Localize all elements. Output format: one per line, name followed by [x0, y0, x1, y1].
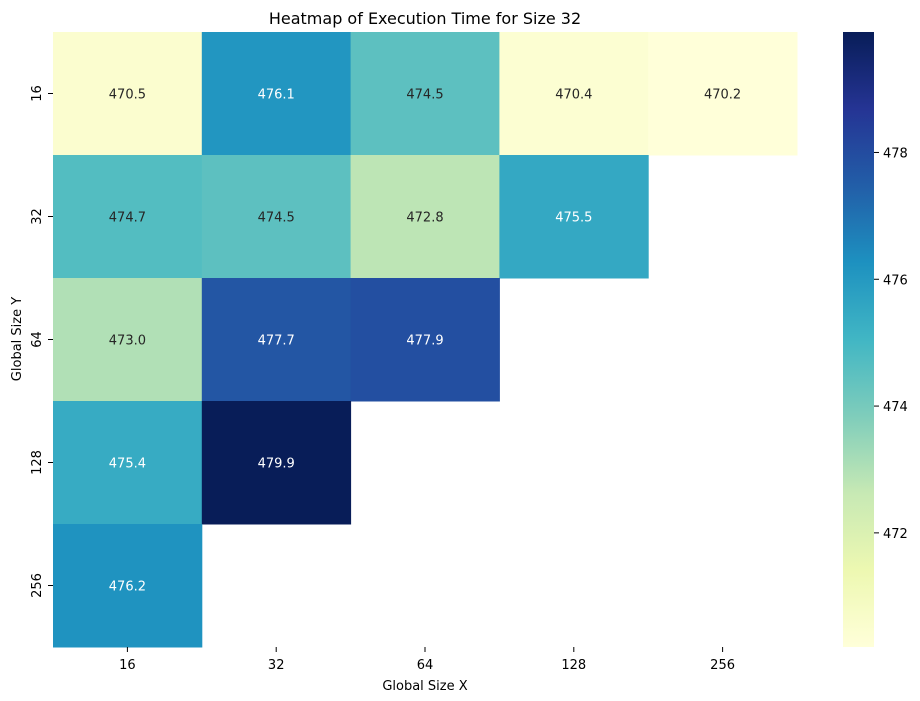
- cell-value-label: 472.8: [406, 211, 443, 226]
- x-axis: 16 32 64 128 256: [119, 647, 735, 673]
- heatmap-cell: [350, 155, 500, 279]
- x-axis-label: Global Size X: [382, 679, 467, 694]
- x-tick-label: 256: [710, 658, 735, 673]
- heatmap-cell: [350, 32, 500, 156]
- heatmap-cell: [53, 524, 203, 648]
- y-tick-label: 32: [30, 208, 45, 225]
- heatmap-cell: [499, 32, 649, 156]
- y-axis: 16 32 64 128 256: [30, 85, 53, 598]
- colorbar-tick-label: 472: [883, 527, 908, 542]
- cell-value-label: 474.5: [258, 211, 295, 226]
- heatmap-cell-labels: 470.5 476.1 474.5 470.4 470.2 474.7 474.5 472.8…: [109, 88, 741, 595]
- heatmap-cell: [53, 32, 203, 156]
- y-tick-label: 16: [30, 85, 45, 102]
- x-tick-label: 16: [119, 658, 136, 673]
- x-tick-label: 128: [561, 658, 586, 673]
- y-axis-label: Global Size Y: [10, 297, 25, 381]
- cell-value-label: 475.4: [109, 457, 146, 472]
- cell-value-label: 476.1: [258, 88, 295, 103]
- chart-title: Heatmap of Execution Time for Size 32: [269, 9, 581, 28]
- y-tick-label: 256: [30, 573, 45, 598]
- y-tick-label: 128: [30, 450, 45, 475]
- x-tick-label: 32: [268, 658, 285, 673]
- cell-value-label: 470.2: [704, 88, 741, 103]
- heatmap-cell: [201, 155, 352, 279]
- heatmap-cell: [201, 278, 352, 402]
- heatmap-cell: [201, 401, 352, 525]
- heatmap-cell: [201, 32, 352, 156]
- cell-value-label: 476.2: [109, 580, 146, 595]
- y-tick-label: 64: [30, 331, 45, 348]
- cell-value-label: 470.4: [555, 88, 592, 103]
- colorbar-tick-label: 476: [883, 273, 908, 288]
- heatmap-cell: [53, 278, 203, 402]
- heatmap-cell: [648, 32, 798, 156]
- heatmap-cells: [53, 32, 798, 648]
- colorbar-tick-label: 478: [883, 146, 908, 161]
- colorbar: 472 474 476 478: [843, 32, 908, 647]
- heatmap-cell: [499, 155, 649, 279]
- cell-value-label: 474.7: [109, 211, 146, 226]
- heatmap-cell: [350, 278, 500, 402]
- cell-value-label: 474.5: [406, 88, 443, 103]
- cell-value-label: 477.9: [406, 334, 443, 349]
- colorbar-gradient: [843, 32, 874, 647]
- cell-value-label: 470.5: [109, 88, 146, 103]
- heatmap-cell: [53, 401, 203, 525]
- cell-value-label: 475.5: [555, 211, 592, 226]
- heatmap-cell: [53, 155, 203, 279]
- x-tick-label: 64: [417, 658, 434, 673]
- cell-value-label: 479.9: [258, 457, 295, 472]
- colorbar-ticks: 472 474 476 478: [874, 146, 908, 542]
- colorbar-tick-label: 474: [883, 400, 908, 415]
- cell-value-label: 473.0: [109, 334, 146, 349]
- cell-value-label: 477.7: [258, 334, 295, 349]
